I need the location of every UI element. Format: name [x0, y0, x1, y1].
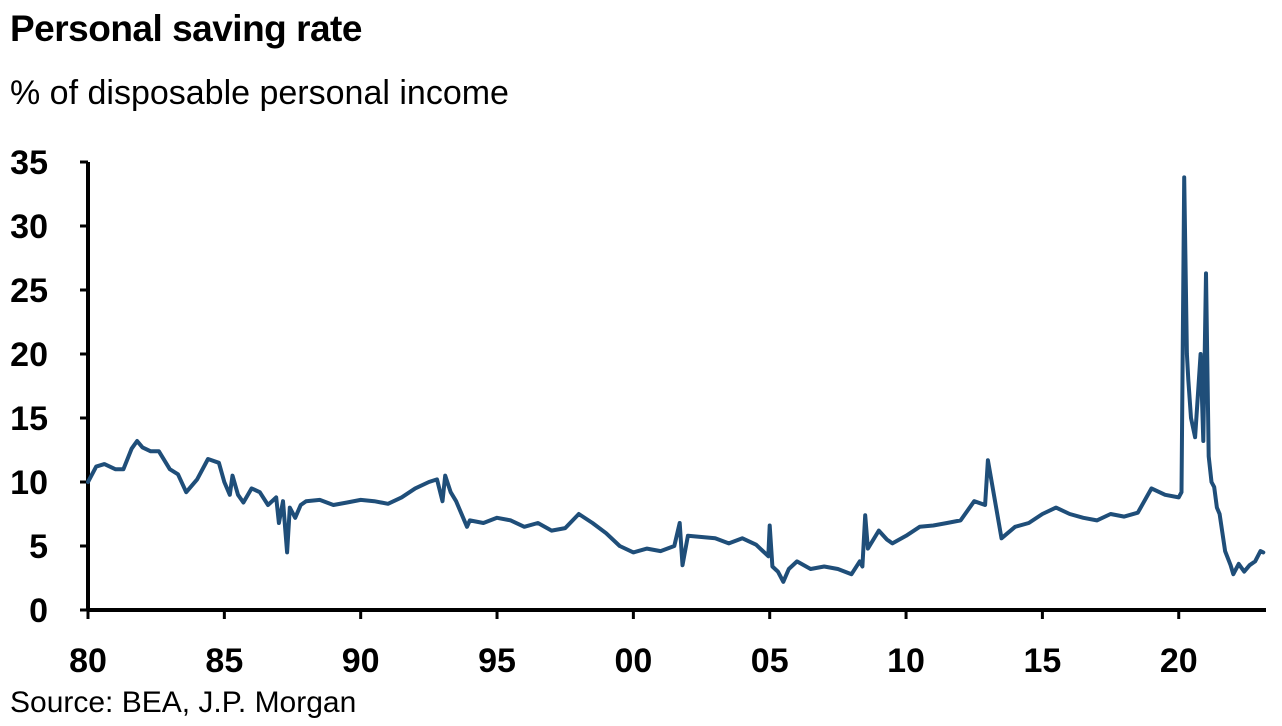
source-note: Source: BEA, J.P. Morgan: [10, 686, 357, 719]
x-tick-label: 80: [69, 642, 107, 680]
x-tick-label: 10: [887, 642, 925, 680]
chart-title: Personal saving rate: [10, 8, 362, 49]
x-tick-label: 85: [205, 642, 243, 680]
x-tick-label: 00: [614, 642, 652, 680]
y-tick-label: 15: [10, 400, 48, 438]
x-tick-label: 05: [751, 642, 789, 680]
plot-area: [86, 175, 1266, 584]
chart-subtitle: % of disposable personal income: [10, 74, 509, 112]
y-tick-label: 5: [29, 528, 48, 566]
x-tick-label: 90: [342, 642, 380, 680]
x-tick-label: 15: [1023, 642, 1061, 680]
x-tick-label: 95: [478, 642, 516, 680]
y-tick-label: 30: [10, 208, 48, 246]
y-tick-label: 10: [10, 464, 48, 502]
y-tick-label: 0: [29, 592, 48, 630]
y-axis: 0 5 10 15 20 25 30 35: [10, 144, 90, 630]
y-tick-label: 20: [10, 336, 48, 374]
x-tick-label: 20: [1160, 642, 1198, 680]
y-tick-label: 25: [10, 272, 48, 310]
y-tick-label: 35: [10, 144, 48, 182]
x-axis: 80 85 90 95 00 05 10 15 20: [69, 608, 1266, 680]
series-line-saving-rate: [86, 175, 1266, 584]
